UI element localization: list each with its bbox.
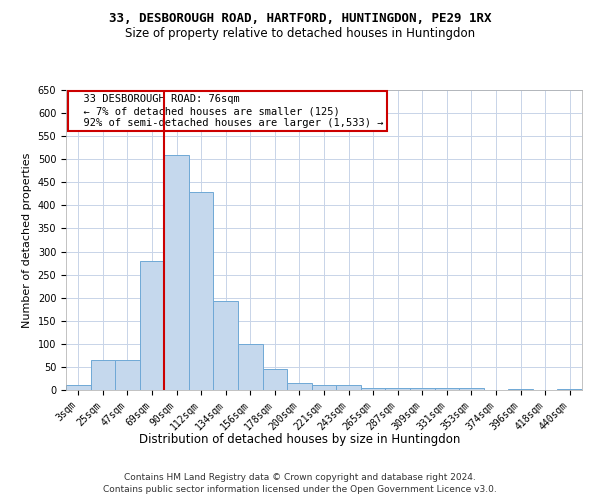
- Bar: [91, 360, 115, 390]
- Bar: [115, 360, 140, 390]
- Bar: [459, 388, 484, 390]
- Text: Size of property relative to detached houses in Huntingdon: Size of property relative to detached ho…: [125, 28, 475, 40]
- Bar: [410, 388, 434, 390]
- Bar: [140, 261, 164, 390]
- Text: 33, DESBOROUGH ROAD, HARTFORD, HUNTINGDON, PE29 1RX: 33, DESBOROUGH ROAD, HARTFORD, HUNTINGDO…: [109, 12, 491, 26]
- Bar: [164, 154, 189, 390]
- Text: Contains public sector information licensed under the Open Government Licence v3: Contains public sector information licen…: [103, 485, 497, 494]
- Bar: [66, 386, 91, 390]
- Bar: [557, 388, 582, 390]
- Text: Contains HM Land Registry data © Crown copyright and database right 2024.: Contains HM Land Registry data © Crown c…: [124, 472, 476, 482]
- Bar: [336, 386, 361, 390]
- Bar: [189, 192, 214, 390]
- Bar: [361, 388, 385, 390]
- Bar: [238, 344, 263, 390]
- Bar: [385, 388, 410, 390]
- Bar: [287, 383, 312, 390]
- Text: 33 DESBOROUGH ROAD: 76sqm
  ← 7% of detached houses are smaller (125)
  92% of s: 33 DESBOROUGH ROAD: 76sqm ← 7% of detach…: [71, 94, 383, 128]
- Y-axis label: Number of detached properties: Number of detached properties: [22, 152, 32, 328]
- Bar: [263, 369, 287, 390]
- Bar: [312, 386, 336, 390]
- Bar: [434, 388, 459, 390]
- Bar: [214, 302, 238, 390]
- Text: Distribution of detached houses by size in Huntingdon: Distribution of detached houses by size …: [139, 432, 461, 446]
- Bar: [508, 388, 533, 390]
